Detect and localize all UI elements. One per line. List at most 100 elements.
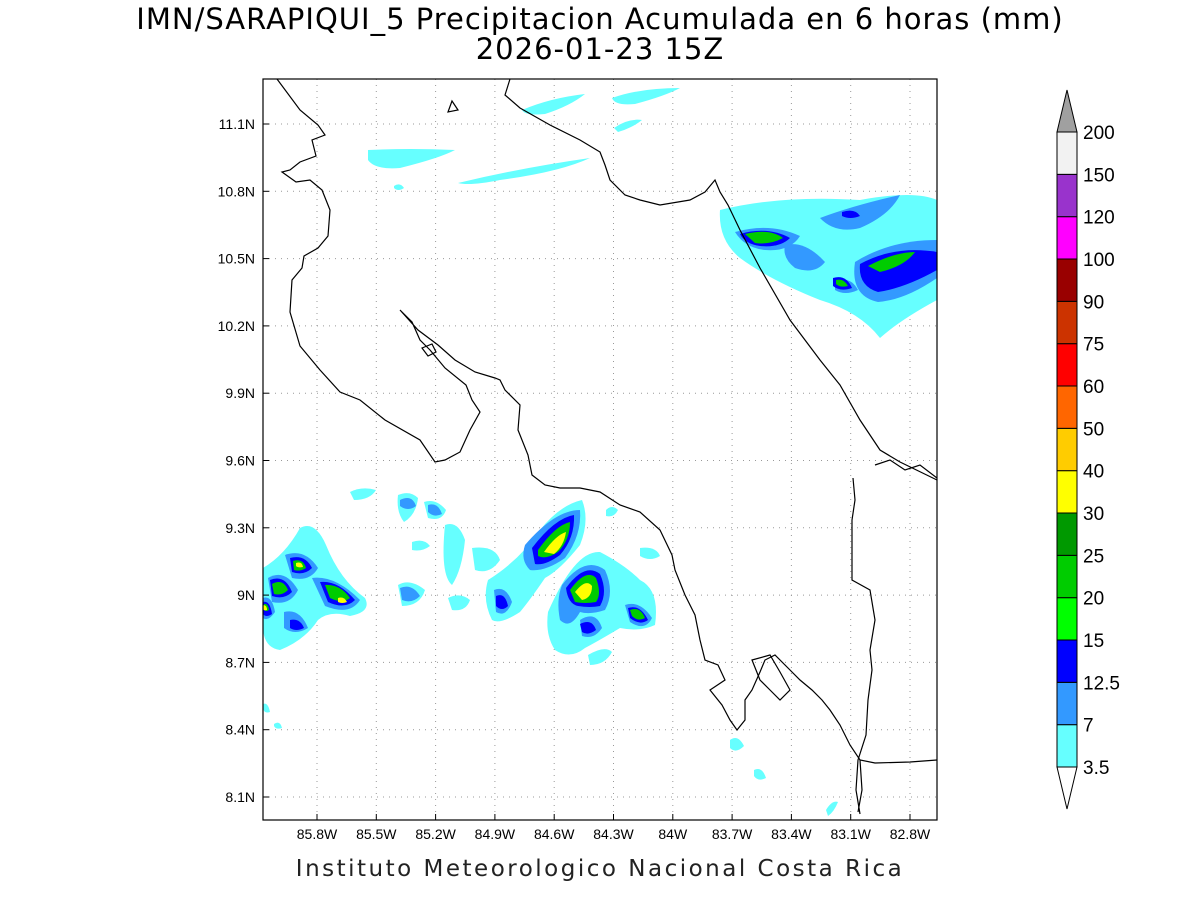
osa-peninsula	[751, 654, 791, 701]
rain-cell	[575, 583, 592, 600]
lon-tick-label: 84.9W	[475, 826, 516, 842]
rain-cell	[522, 94, 585, 115]
lat-tick-label: 10.2N	[218, 318, 255, 334]
rain-cell	[784, 244, 825, 271]
rain-cell	[290, 619, 304, 630]
lat-tick-label: 9.3N	[225, 520, 255, 536]
latitude-axis: 11.1N 10.8N 10.5N 10.2N 9.9N 9.6N 9.3N 9N 8.7N 8.…	[218, 116, 269, 805]
colorbar-box	[1056, 470, 1078, 514]
colorbar-label: 40	[1083, 462, 1104, 483]
colorbar-min-triangle	[1056, 766, 1078, 810]
rain-cell	[612, 88, 680, 105]
colorbar-label: 25	[1083, 546, 1104, 567]
lon-tick-label: 83.1W	[830, 826, 871, 842]
lat-tick-label: 8.4N	[225, 722, 255, 738]
lat-tick-label: 8.7N	[225, 654, 255, 670]
colorbar-box	[1056, 512, 1078, 556]
colorbar-box	[1056, 639, 1078, 683]
rain-cell	[868, 252, 915, 272]
rain-cell	[338, 597, 347, 603]
colorbar-label: 120	[1083, 208, 1115, 229]
rain-cell	[368, 149, 455, 169]
rain-cell	[325, 584, 350, 601]
rain-cell	[820, 195, 900, 230]
colorbar-max-triangle	[1056, 89, 1078, 133]
rain-cell	[443, 524, 465, 585]
rain-cell	[448, 595, 470, 611]
colorbar-box	[1056, 385, 1078, 429]
colorbar-box	[1056, 427, 1078, 472]
lat-tick-label: 11.1N	[219, 116, 255, 132]
rain-cell	[842, 210, 860, 218]
lon-tick-label: 84.6W	[534, 826, 575, 842]
rain-cell	[263, 605, 267, 611]
lat-tick-label: 10.8N	[218, 183, 255, 199]
colorbar-box	[1056, 681, 1078, 726]
lon-tick-label: 82.8W	[890, 826, 931, 842]
colorbar-box	[1056, 343, 1078, 387]
rain-cell	[296, 562, 303, 568]
caribbean-coastline	[504, 79, 937, 481]
rain-cell	[538, 522, 570, 558]
rain-cell	[496, 595, 508, 609]
lon-tick-label: 85.8W	[297, 826, 338, 842]
rain-cell	[754, 769, 766, 780]
colorbar-label: 75	[1083, 335, 1104, 356]
colorbar-box	[1056, 300, 1078, 345]
rain-cell	[588, 649, 612, 665]
precipitation-colorbar: 3.5 7 12.5 15 20 25 30 40 50 60 75 90 100 120 150 200	[1056, 89, 1120, 810]
panama-border	[851, 477, 876, 815]
rain-cell	[630, 609, 645, 620]
colorbar-label: 30	[1083, 504, 1104, 525]
map-title: IMN/SARAPIQUI_5 Precipitacion Acumulada …	[136, 2, 1064, 36]
rain-cell	[274, 722, 282, 729]
lon-tick-label: 85.5W	[356, 826, 397, 842]
rain-cell	[859, 250, 937, 292]
lat-tick-label: 10.5N	[218, 251, 255, 267]
colorbar-box	[1056, 258, 1078, 302]
lat-tick-label: 9.6N	[225, 453, 255, 469]
rain-cell	[350, 488, 376, 500]
lon-tick-label: 83.7W	[712, 826, 753, 842]
map-grid	[263, 79, 937, 820]
rain-cell	[544, 532, 566, 554]
panama-interior	[874, 459, 937, 479]
colorbar-box	[1056, 131, 1078, 175]
lon-tick-label: 84.3W	[593, 826, 634, 842]
plot-frame	[262, 78, 938, 821]
lat-tick-label: 9N	[237, 587, 255, 603]
colorbar-label: 50	[1083, 419, 1104, 440]
lat-tick-label: 8.1N	[225, 789, 255, 805]
longitude-axis: 85.8W 85.5W 85.2W 84.9W 84.6W 84.3W 84W 83.7W 83…	[297, 814, 931, 842]
rain-cell	[263, 703, 270, 713]
rain-cell	[272, 582, 288, 595]
rain-cell	[458, 158, 590, 184]
colorbar-box	[1056, 597, 1078, 641]
rain-cell	[606, 507, 618, 517]
rain-cell	[400, 498, 416, 509]
rain-cell	[836, 279, 848, 287]
map-datetime: 2026-01-23 15Z	[475, 32, 725, 66]
rain-cell	[472, 547, 500, 572]
lat-tick-label: 9.9N	[225, 385, 255, 401]
lon-tick-label: 84W	[658, 826, 688, 842]
rain-cell	[394, 184, 404, 190]
rain-cell	[412, 540, 430, 551]
rain-cell	[730, 738, 744, 751]
rain-cell	[640, 547, 660, 559]
rain-cell	[745, 231, 783, 244]
colorbar-box	[1056, 216, 1078, 260]
rain-cell	[400, 586, 420, 602]
rain-cell	[614, 119, 642, 132]
coastline	[276, 79, 937, 815]
colorbar-label: 12.5	[1083, 673, 1120, 694]
rain-cell	[826, 801, 838, 816]
colorbar-box	[1056, 173, 1078, 218]
colorbar-box	[1056, 554, 1078, 599]
lon-tick-label: 83.4W	[771, 826, 812, 842]
lon-tick-label: 85.2W	[415, 826, 456, 842]
colorbar-label: 20	[1083, 589, 1104, 610]
colorbar-label: 150	[1083, 165, 1115, 186]
colorbar-label: 60	[1083, 377, 1104, 398]
